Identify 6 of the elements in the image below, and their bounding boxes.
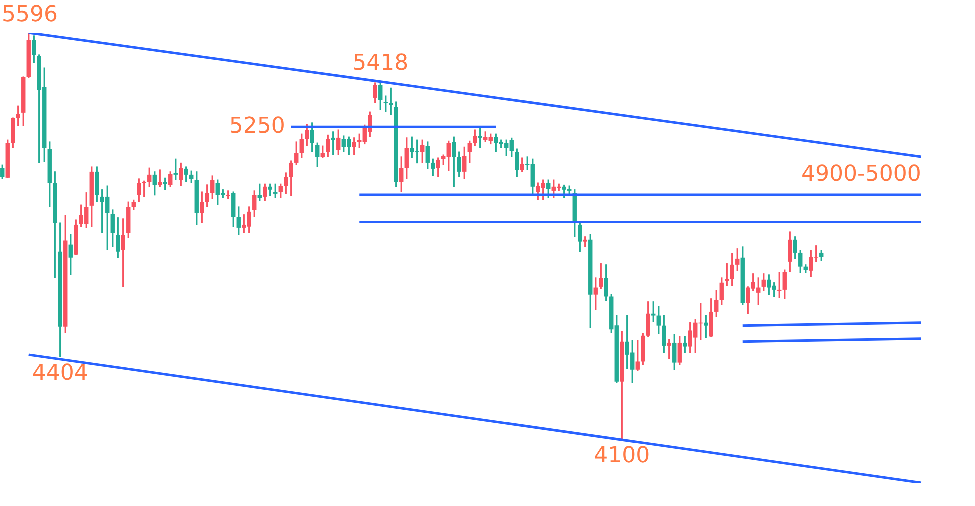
annotation: 4100 [594, 443, 650, 468]
annotation: 5596 [2, 2, 58, 28]
series-label: 5250 [229, 114, 286, 139]
annotation: 4900-5000 [801, 162, 922, 187]
annotation: 5418 [352, 51, 409, 76]
annotation: 4404 [32, 360, 88, 386]
